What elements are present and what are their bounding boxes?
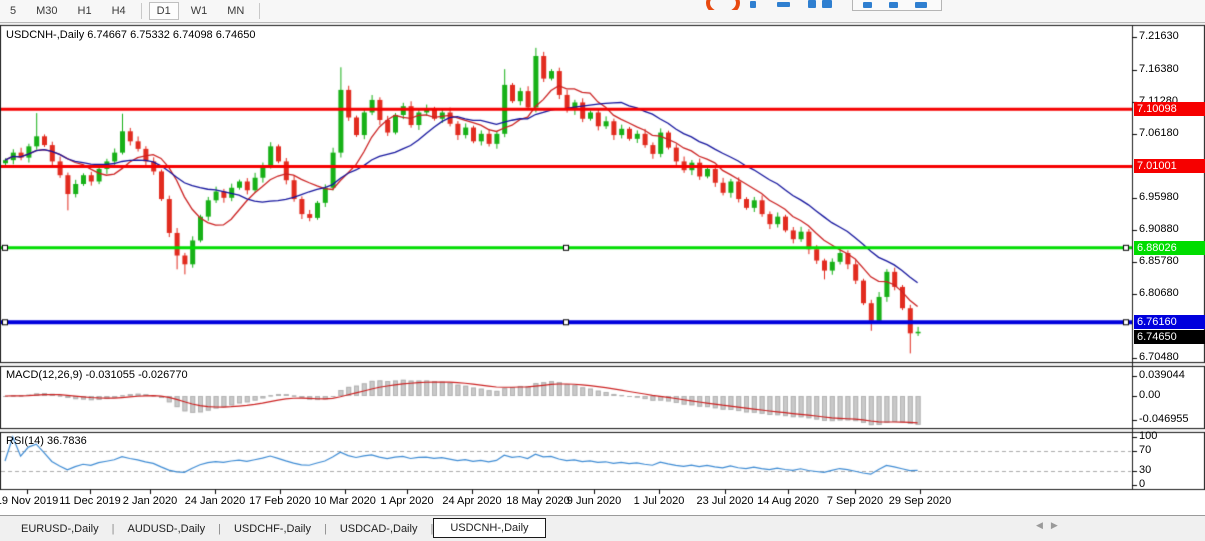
timeframe-button-h4[interactable]: H4 — [111, 5, 126, 17]
macd-indicator-label: MACD(12,26,9) -0.031055 -0.026770 — [6, 369, 188, 381]
price-axis-tick: 7.16380 — [1139, 62, 1179, 75]
rsi-axis-tick: 0 — [1139, 478, 1146, 490]
macd-axis-tick: 0.039044 — [1139, 368, 1185, 381]
date-axis-label: 24 Apr 2020 — [442, 495, 502, 507]
hline-price-label: 6.76160 — [1134, 315, 1205, 330]
tab-scroll-arrows: ◀ ▶ — [1036, 520, 1058, 531]
symbol-tab-usdcnh[interactable]: USDCNH-,Daily — [433, 518, 546, 538]
watermark-icon — [822, 0, 832, 8]
date-axis-label: 14 Aug 2020 — [757, 495, 819, 507]
macd-axis-tick: -0.046955 — [1139, 413, 1189, 426]
hline-price-label: 7.01001 — [1134, 159, 1205, 174]
date-axis-label: 18 May 2020 — [506, 495, 570, 507]
date-axis-label: 9 Jun 2020 — [566, 495, 622, 507]
symbol-tab-eurusd[interactable]: EURUSD-,Daily — [21, 523, 99, 535]
watermark-icon — [863, 2, 872, 8]
hline-price-label: 7.10098 — [1134, 102, 1205, 117]
timeframe-button-w1[interactable]: W1 — [190, 5, 208, 17]
date-axis-label: 1 Jul 2020 — [633, 495, 685, 507]
macd-axis-tick: 0.00 — [1139, 389, 1161, 401]
price-axis-tick: 7.21630 — [1139, 30, 1179, 42]
tab-separator: | — [430, 523, 434, 535]
rsi-axis-tick: 100 — [1139, 430, 1158, 442]
date-axis-label: 17 Feb 2020 — [249, 495, 311, 507]
date-axis-label: 19 Nov 2019 — [0, 495, 59, 507]
watermark-mini-toolbar — [852, 0, 942, 11]
watermark-logo-swoosh-icon — [706, 0, 740, 10]
chart-title: USDCNH-,Daily 6.74667 6.75332 6.74098 6.… — [6, 29, 256, 41]
watermark-icon — [750, 1, 756, 8]
timeframe-toolbar: 5 M30 H1 H4 D1 W1 MN — [0, 0, 1205, 23]
price-axis-tick: 6.95980 — [1139, 190, 1179, 203]
symbol-tab-usdcad[interactable]: USDCAD-,Daily — [339, 523, 418, 535]
date-axis-label: 24 Jan 2020 — [184, 495, 246, 507]
symbol-tab-bar: EURUSD-,Daily | AUDUSD-,Daily | USDCHF-,Dail… — [0, 515, 1205, 541]
watermark-icon — [808, 0, 816, 8]
tab-separator: | — [218, 523, 221, 535]
watermark-icon — [889, 2, 898, 8]
date-axis-label: 10 Mar 2020 — [314, 495, 376, 507]
watermark-icon — [915, 2, 927, 8]
price-axis-tick: 6.70480 — [1139, 350, 1179, 363]
watermark-icon — [777, 2, 790, 7]
date-axis-label: 7 Sep 2020 — [826, 495, 884, 507]
date-axis-label: 23 Jul 2020 — [696, 495, 754, 507]
rsi-indicator-label: RSI(14) 36.7836 — [6, 435, 87, 447]
timeframe-button-mn[interactable]: MN — [227, 5, 245, 17]
toolbar-separator — [259, 3, 261, 19]
tab-scroll-left-icon[interactable]: ◀ — [1036, 520, 1043, 530]
price-axis-tick: 7.06180 — [1139, 126, 1179, 139]
date-axis-label: 29 Sep 2020 — [888, 495, 952, 507]
symbol-tabs: EURUSD-,Daily | AUDUSD-,Daily | USDCHF-,Dail… — [8, 518, 546, 538]
current-price-label: 6.74650 — [1134, 330, 1205, 344]
timeframe-buttons: 5 M30 H1 H4 D1 W1 MN — [0, 2, 265, 20]
price-axis-tick: 6.85780 — [1139, 254, 1179, 267]
timeframe-button-h1[interactable]: H1 — [77, 5, 92, 17]
price-axis-tick: 6.80680 — [1139, 286, 1179, 299]
timeframe-button-5[interactable]: 5 — [10, 5, 17, 17]
toolbar-separator — [140, 3, 142, 19]
tab-separator: | — [111, 523, 115, 535]
tab-separator: | — [323, 523, 327, 535]
date-axis-label: 1 Apr 2020 — [380, 495, 434, 507]
price-axis-tick: 6.90880 — [1139, 222, 1179, 235]
date-axis-label: 2 Jan 2020 — [122, 495, 178, 507]
tab-scroll-right-icon[interactable]: ▶ — [1050, 520, 1058, 530]
symbol-tab-usdchf[interactable]: USDCHF-,Daily — [233, 523, 311, 535]
hline-price-label: 6.88026 — [1134, 240, 1205, 255]
rsi-axis-tick: 30 — [1139, 463, 1152, 476]
timeframe-button-d1[interactable]: D1 — [148, 2, 179, 20]
date-axis-label: 11 Dec 2019 — [59, 495, 121, 507]
rsi-axis-tick: 70 — [1139, 444, 1152, 457]
symbol-tab-audusd[interactable]: AUDUSD-,Daily — [127, 523, 206, 535]
timeframe-button-m30[interactable]: M30 — [36, 5, 58, 17]
